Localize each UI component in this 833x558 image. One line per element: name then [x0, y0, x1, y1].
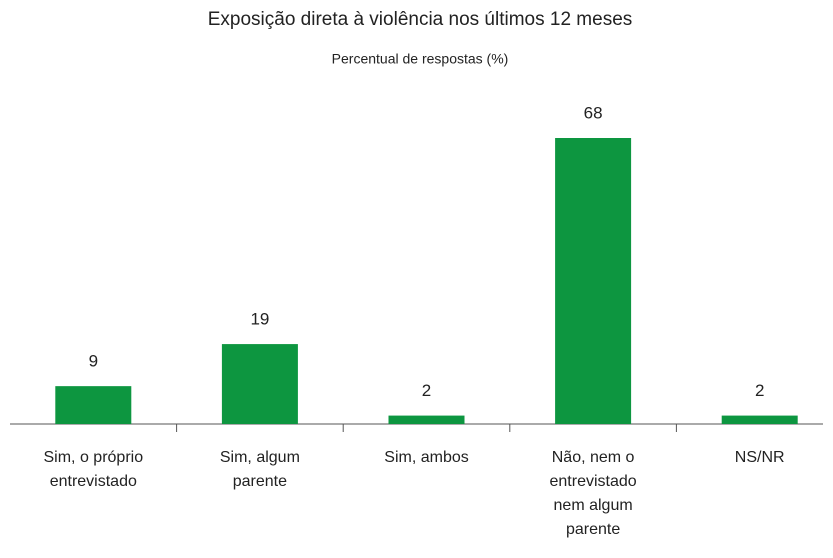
x-tick-label: Sim, o próprio entrevistado — [43, 449, 144, 490]
value-label: 68 — [584, 103, 603, 122]
bar — [221, 344, 298, 424]
bar — [555, 138, 632, 424]
bar — [388, 415, 465, 424]
bar — [721, 415, 798, 424]
bar — [55, 386, 132, 424]
chart-title: Exposição direta à violência nos últimos… — [208, 9, 633, 30]
x-tick-label: Sim, algum parente — [219, 449, 300, 490]
x-tick-label: Sim, ambos — [384, 449, 469, 466]
chart-subtitle: Percentual de respostas (%) — [332, 51, 509, 67]
value-label: 19 — [250, 310, 269, 329]
value-label: 2 — [422, 381, 431, 400]
x-tick-label: NS/NR — [734, 449, 785, 466]
x-tick-label: Não, nem o entrevistado nem algum parent… — [549, 449, 637, 538]
value-label: 9 — [89, 352, 98, 371]
value-label: 2 — [755, 381, 764, 400]
